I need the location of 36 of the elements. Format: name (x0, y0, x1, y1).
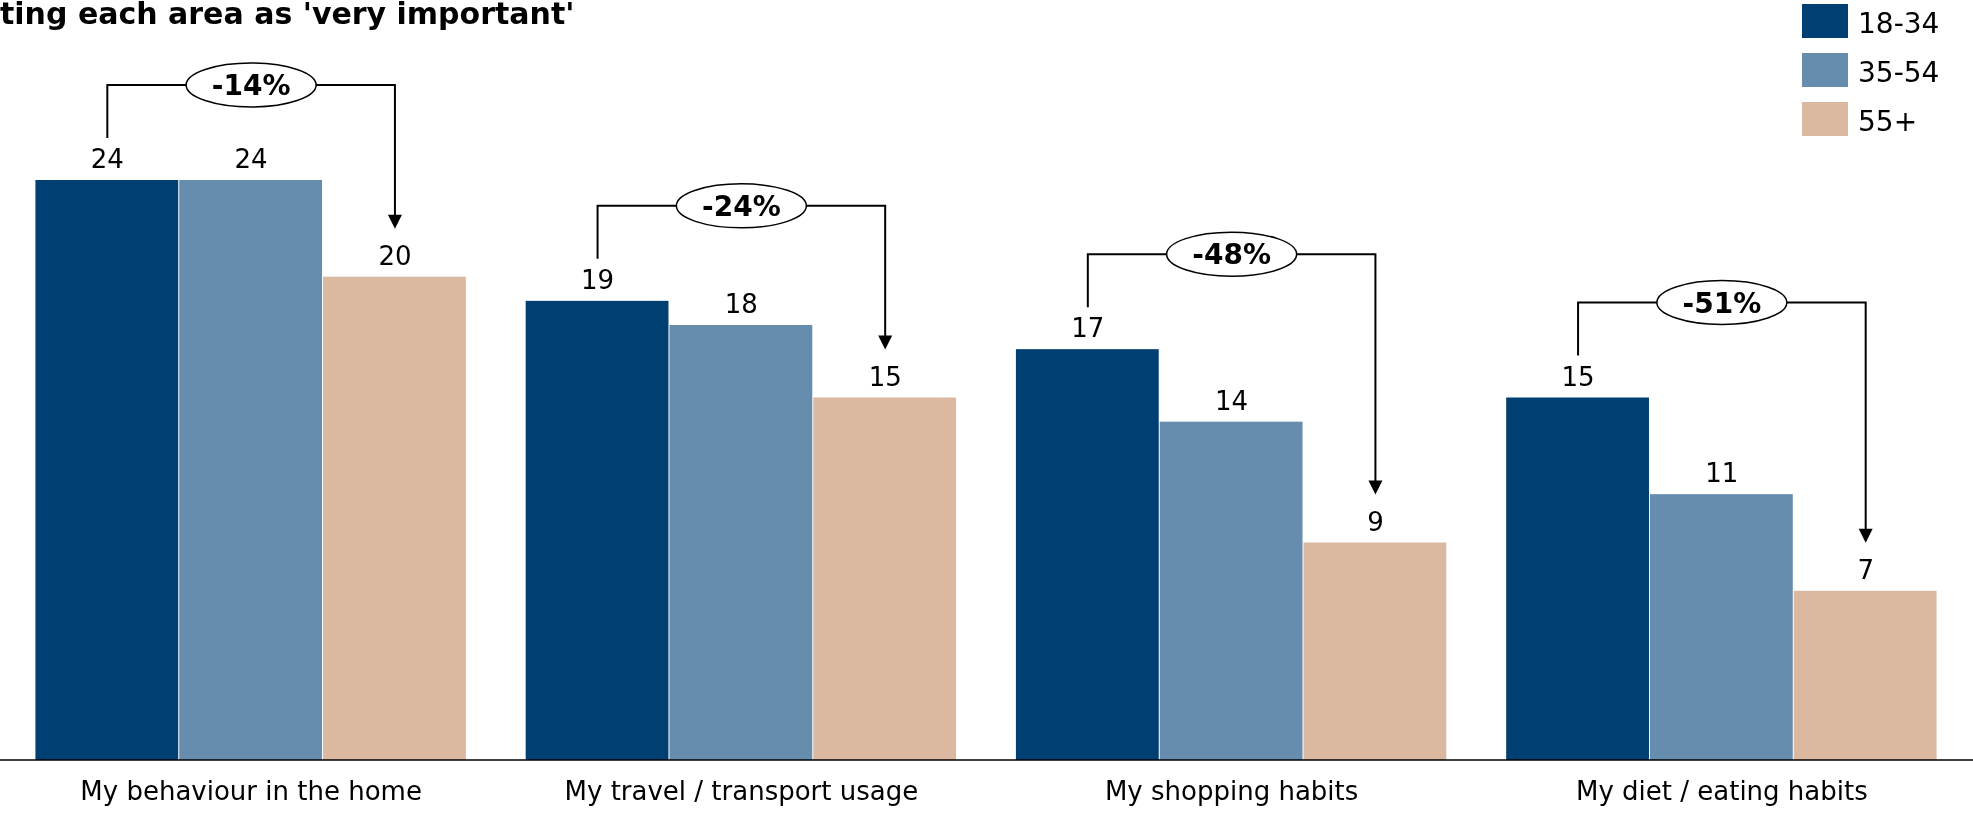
x-tick-label: My diet / eating habits (1575, 776, 1868, 806)
data-label: 20 (378, 240, 412, 271)
data-label: 17 (1071, 313, 1105, 344)
annotation: -24% (702, 189, 781, 223)
bar (1793, 590, 1937, 760)
legend-label: 18-34 (1858, 7, 1940, 40)
bar (525, 300, 669, 760)
x-tick-label: My behaviour in the home (80, 776, 422, 806)
data-label: 24 (90, 144, 124, 174)
annotation: -48% (1192, 238, 1271, 272)
legend-label: 55+ (1858, 105, 1918, 138)
bar (179, 180, 323, 760)
data-label: 15 (1561, 361, 1595, 392)
data-label: 14 (1215, 385, 1249, 416)
bar (323, 276, 466, 760)
bar (813, 397, 957, 760)
data-label: 15 (868, 361, 902, 392)
text: -14% (211, 69, 291, 102)
annotation: -51% (1682, 286, 1762, 320)
x-tick-label: My shopping habits (1104, 776, 1359, 806)
chart-title: ting each area as 'very important' (0, 0, 575, 31)
data-label: 19 (581, 264, 615, 295)
bar (1159, 421, 1303, 760)
bar (1506, 397, 1649, 760)
x-tick-label: My travel / transport usage (564, 776, 919, 806)
bar (669, 325, 813, 760)
bar (1303, 542, 1447, 760)
bar (35, 180, 179, 760)
data-label: 18 (724, 289, 758, 319)
data-label: 24 (234, 144, 268, 174)
data-label: 11 (1705, 458, 1739, 489)
data-label: 7 (1857, 554, 1874, 585)
data-label: 9 (1367, 506, 1384, 537)
bar (1649, 494, 1793, 760)
bar (1015, 349, 1159, 760)
legend-label: 35-54 (1858, 56, 1940, 89)
